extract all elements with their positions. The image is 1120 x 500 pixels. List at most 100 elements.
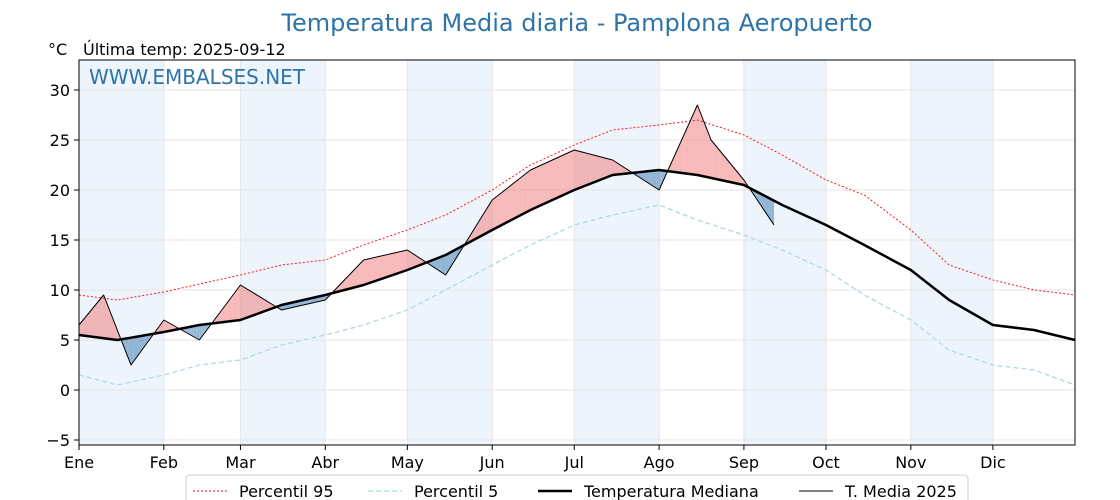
fill-above-median (95, 301, 99, 338)
fill-above-median (538, 165, 542, 207)
fill-above-median (612, 160, 616, 175)
chart-title: Temperatura Media diaria - Pamplona Aero… (280, 9, 872, 37)
fill-above-median (598, 156, 602, 181)
fill-below-median (448, 252, 452, 271)
fill-above-median (245, 288, 249, 318)
fill-above-median (541, 163, 545, 205)
fill-below-median (196, 325, 200, 340)
fill-above-median (481, 213, 484, 236)
fill-above-median (410, 251, 413, 269)
fill-above-median (535, 166, 539, 208)
legend-label: T. Media 2025 (844, 482, 957, 500)
fill-above-median (360, 260, 364, 286)
legend: Percentil 95 Percentil 5 Temperatura Media… (185, 474, 969, 500)
fill-above-median (686, 123, 690, 174)
fill-below-median (193, 325, 197, 339)
fill-above-median (596, 155, 599, 182)
fill-above-median (574, 150, 577, 190)
fill-above-median (708, 133, 712, 178)
fill-above-median (500, 191, 504, 226)
fill-above-median (587, 153, 591, 185)
fill-above-median (680, 135, 684, 174)
fill-above-median (92, 305, 96, 338)
y-tick-label: 15 (50, 231, 70, 250)
fill-above-median (511, 182, 515, 220)
fill-above-median (620, 165, 624, 175)
fill-above-median (525, 172, 528, 213)
fill-above-median (224, 303, 227, 322)
fill-above-median (705, 126, 709, 178)
fill-above-median (256, 295, 260, 314)
fill-below-median (139, 335, 142, 354)
fill-above-median (590, 154, 594, 184)
fill-above-median (552, 158, 556, 200)
fill-below-median (136, 336, 140, 358)
fill-above-median (388, 253, 391, 277)
fill-above-median (470, 230, 474, 242)
fill-above-median (344, 277, 348, 290)
y-axis: −5 0 5 10 15 20 25 30 (46, 81, 79, 450)
x-tick-label: Dic (980, 453, 1006, 472)
fill-above-median (615, 161, 619, 175)
fill-above-median (719, 150, 723, 181)
fill-below-median (445, 253, 449, 275)
fill-above-median (716, 146, 720, 180)
fill-above-median (486, 204, 490, 233)
fill-above-median (232, 292, 235, 321)
fill-above-median (505, 187, 509, 223)
fill-above-median (691, 111, 695, 175)
fill-above-median (166, 321, 170, 332)
watermark: WWW.EMBALSES.NET (89, 65, 306, 89)
unit-label: °C (48, 40, 67, 59)
fill-above-median (363, 259, 367, 285)
fill-above-median (89, 308, 93, 337)
fill-above-median (689, 117, 692, 175)
fill-above-median (369, 258, 372, 284)
fill-above-median (267, 301, 271, 310)
y-tick-label: 10 (50, 281, 70, 300)
fill-above-median (229, 296, 233, 322)
series-line-p5 (78, 204, 1076, 386)
fill-above-median (254, 293, 257, 315)
fill-below-median (440, 256, 443, 274)
fill-above-median (87, 311, 90, 337)
fill-above-median (377, 256, 380, 281)
fill-above-median (577, 150, 580, 189)
x-tick-label: Oct (812, 453, 840, 472)
month-band (574, 60, 660, 445)
fill-above-median (571, 150, 575, 192)
fill-above-median (374, 256, 378, 282)
fill-below-median (204, 324, 208, 333)
fill-above-median (508, 185, 512, 222)
fill-above-median (338, 282, 342, 292)
fill-below-median (128, 337, 131, 365)
fill-above-median (489, 200, 493, 232)
fill-below-median (453, 249, 457, 262)
x-tick-label: Nov (895, 453, 926, 472)
fill-below-median (648, 170, 651, 185)
fill-above-median (527, 170, 531, 212)
fill-above-median (582, 152, 586, 187)
fill-above-median (741, 176, 744, 185)
fill-above-median (702, 119, 706, 177)
fill-above-median (248, 290, 252, 317)
fill-above-median (560, 155, 564, 197)
y-tick-label: 0 (60, 381, 70, 400)
x-tick-label: Sep (729, 453, 759, 472)
fill-above-median (557, 156, 561, 198)
x-tick-label: Feb (150, 453, 178, 472)
fill-above-median (609, 159, 613, 177)
fill-above-median (415, 255, 419, 267)
x-tick-label: Abr (311, 453, 339, 472)
y-tick-label: 5 (60, 331, 70, 350)
fill-above-median (618, 163, 621, 175)
fill-above-median (730, 163, 733, 183)
fill-above-median (355, 265, 359, 288)
fill-above-median (514, 180, 517, 219)
fill-above-median (533, 167, 536, 209)
fill-above-median (549, 160, 553, 202)
fill-below-median (442, 255, 446, 275)
fill-above-median (262, 298, 266, 312)
x-tick-label: Ene (64, 453, 94, 472)
legend-box (185, 474, 969, 500)
